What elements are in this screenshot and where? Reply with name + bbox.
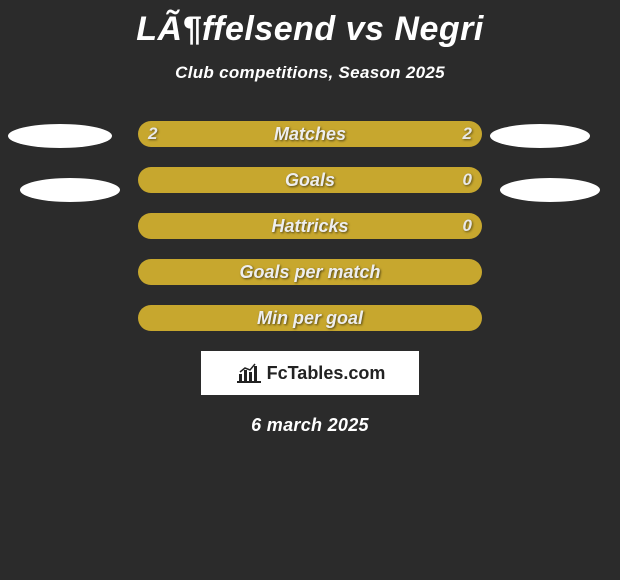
bar-chart-icon xyxy=(235,362,263,384)
stat-row: Min per goal xyxy=(0,305,620,331)
stat-label: Min per goal xyxy=(0,305,620,331)
stat-row: Goals per match xyxy=(0,259,620,285)
page-title: LÃ¶ffelsend vs Negri xyxy=(0,0,620,49)
decorative-ellipse xyxy=(20,178,120,202)
decorative-ellipse xyxy=(8,124,112,148)
stat-row: 0Hattricks xyxy=(0,213,620,239)
stat-label: Hattricks xyxy=(0,213,620,239)
decorative-ellipse xyxy=(490,124,590,148)
stat-label: Goals per match xyxy=(0,259,620,285)
subtitle: Club competitions, Season 2025 xyxy=(0,63,620,83)
decorative-ellipse xyxy=(500,178,600,202)
brand-box[interactable]: FcTables.com xyxy=(201,351,419,395)
brand-text: FcTables.com xyxy=(267,363,386,384)
date-text: 6 march 2025 xyxy=(0,415,620,436)
stats-container: 22Matches0Goals0HattricksGoals per match… xyxy=(0,121,620,331)
